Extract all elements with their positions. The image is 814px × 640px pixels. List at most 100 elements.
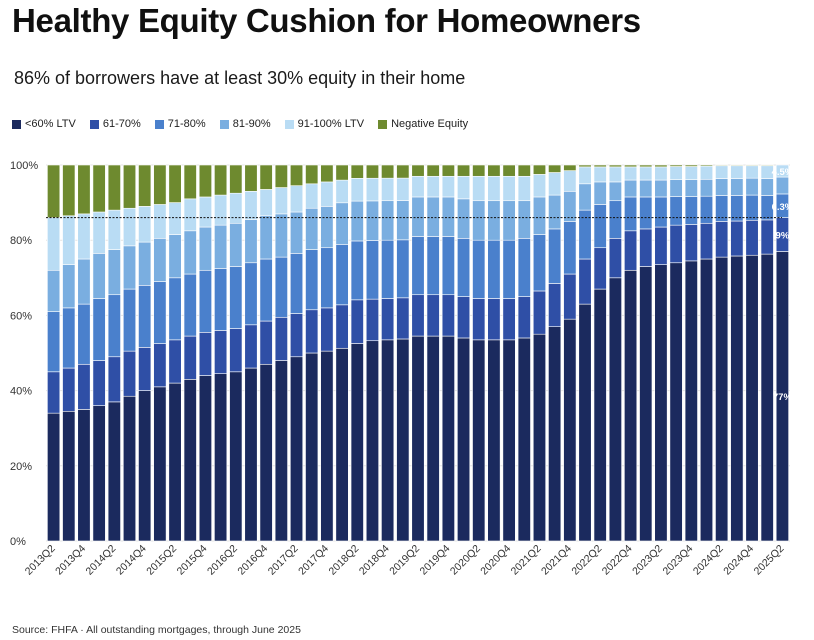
bar-segment bbox=[426, 196, 440, 237]
x-tick-label: 2015Q2 bbox=[144, 543, 179, 578]
bar-segment bbox=[472, 298, 486, 341]
legend-swatch bbox=[378, 119, 388, 129]
bar-segment bbox=[548, 326, 562, 542]
bar-segment bbox=[426, 294, 440, 337]
bar-segment bbox=[153, 164, 167, 205]
bar-segment bbox=[563, 170, 577, 192]
bar-segment bbox=[624, 269, 638, 542]
bar-segment bbox=[669, 166, 683, 180]
bar-segment bbox=[502, 298, 516, 341]
bar-segment bbox=[122, 207, 137, 247]
source-note: Source: FHFA · All outstanding mortgages… bbox=[12, 624, 301, 636]
bar-segment bbox=[168, 234, 182, 279]
bar-segment bbox=[183, 198, 197, 232]
stacked-bar-chart: 0%20%40%60%80%100%4.5%6.3%9%77%2013Q2201… bbox=[10, 160, 794, 578]
bar-segment bbox=[244, 262, 258, 326]
bar-segment bbox=[305, 249, 319, 311]
x-tick-label: 2013Q4 bbox=[53, 543, 88, 578]
bar-segment bbox=[183, 335, 197, 380]
bar-segment bbox=[77, 258, 91, 305]
bar-segment bbox=[350, 164, 364, 179]
bar-segment bbox=[381, 177, 395, 202]
legend-swatch bbox=[219, 119, 229, 129]
bar-segment bbox=[290, 185, 304, 213]
bar-segment bbox=[229, 371, 243, 542]
bar-segment bbox=[320, 247, 334, 309]
bar-segment bbox=[77, 409, 91, 542]
bar-segment bbox=[639, 228, 653, 267]
bar-segment bbox=[563, 318, 577, 542]
x-tick-label: 2017Q2 bbox=[266, 543, 301, 578]
bar-segment bbox=[548, 228, 562, 284]
x-tick-label: 2015Q4 bbox=[175, 543, 210, 578]
bar-segment bbox=[183, 230, 197, 275]
x-tick-label: 2024Q2 bbox=[691, 543, 726, 578]
bar-segment bbox=[563, 191, 577, 222]
bar-segment bbox=[198, 332, 212, 376]
bar-segment bbox=[487, 239, 501, 299]
bar-segment bbox=[122, 164, 137, 209]
bar-segment bbox=[290, 356, 304, 542]
bar-segment bbox=[381, 200, 395, 241]
bar-segment bbox=[578, 183, 592, 211]
bar-segment bbox=[669, 196, 683, 226]
bar-segment bbox=[563, 273, 577, 320]
bar-segment bbox=[259, 215, 273, 260]
legend-item: 91-100% LTV bbox=[284, 118, 365, 130]
bar-segment bbox=[350, 200, 364, 242]
bar-segment bbox=[365, 298, 379, 342]
bar-segment bbox=[320, 307, 334, 352]
bar-segment bbox=[335, 244, 349, 306]
bar-segment bbox=[153, 386, 167, 542]
page-title: Healthy Equity Cushion for Homeowners bbox=[12, 2, 641, 39]
bar-segment bbox=[305, 207, 319, 250]
bar-segment bbox=[381, 339, 395, 542]
bar-segment bbox=[487, 298, 501, 341]
bar-segment bbox=[639, 166, 653, 181]
bar-segment bbox=[365, 200, 379, 241]
bar-segment bbox=[441, 164, 455, 177]
bar-segment bbox=[760, 219, 774, 255]
legend-label: 71-80% bbox=[167, 118, 206, 130]
legend-item: Negative Equity bbox=[378, 118, 468, 130]
bar-segment bbox=[122, 245, 137, 290]
bar-segment bbox=[593, 166, 607, 183]
y-tick-label: 100% bbox=[10, 160, 38, 172]
x-tick-label: 2014Q2 bbox=[84, 543, 119, 578]
bar-segment bbox=[153, 238, 167, 282]
bar-segment bbox=[745, 219, 759, 256]
bar-segment bbox=[502, 239, 516, 299]
bar-segment bbox=[244, 324, 258, 369]
data-label: 6.3% bbox=[772, 202, 794, 213]
bar-segment bbox=[669, 262, 683, 542]
bar-segment bbox=[578, 164, 592, 168]
bar-segment bbox=[168, 382, 182, 542]
bar-segment bbox=[396, 297, 410, 340]
bar-segment bbox=[684, 196, 698, 225]
bar-segment bbox=[502, 164, 516, 177]
bar-segment bbox=[214, 164, 228, 196]
bar-segment bbox=[699, 222, 714, 260]
bar-segment bbox=[396, 164, 410, 179]
x-tick-label: 2018Q4 bbox=[357, 543, 392, 578]
x-tick-label: 2020Q4 bbox=[478, 543, 513, 578]
x-tick-label: 2016Q2 bbox=[205, 543, 240, 578]
bar-segment bbox=[517, 164, 531, 177]
bar-segment bbox=[168, 277, 182, 341]
legend-swatch bbox=[12, 119, 21, 129]
bar-segment bbox=[457, 238, 471, 297]
bar-segment bbox=[335, 164, 349, 181]
bar-segment bbox=[669, 164, 683, 167]
legend-label: 91-100% LTV bbox=[297, 118, 365, 130]
bar-segment bbox=[669, 224, 683, 264]
bar-segment bbox=[305, 352, 319, 542]
bar-segment bbox=[502, 175, 516, 202]
bar-segment bbox=[654, 264, 668, 542]
legend-label: <60% LTV bbox=[25, 118, 76, 130]
bar-segment bbox=[381, 239, 395, 299]
bar-segment bbox=[457, 164, 471, 177]
bar-segment bbox=[335, 179, 349, 204]
bar-segment bbox=[47, 164, 61, 218]
bar-segment bbox=[350, 343, 364, 542]
bar-segment bbox=[578, 303, 592, 542]
